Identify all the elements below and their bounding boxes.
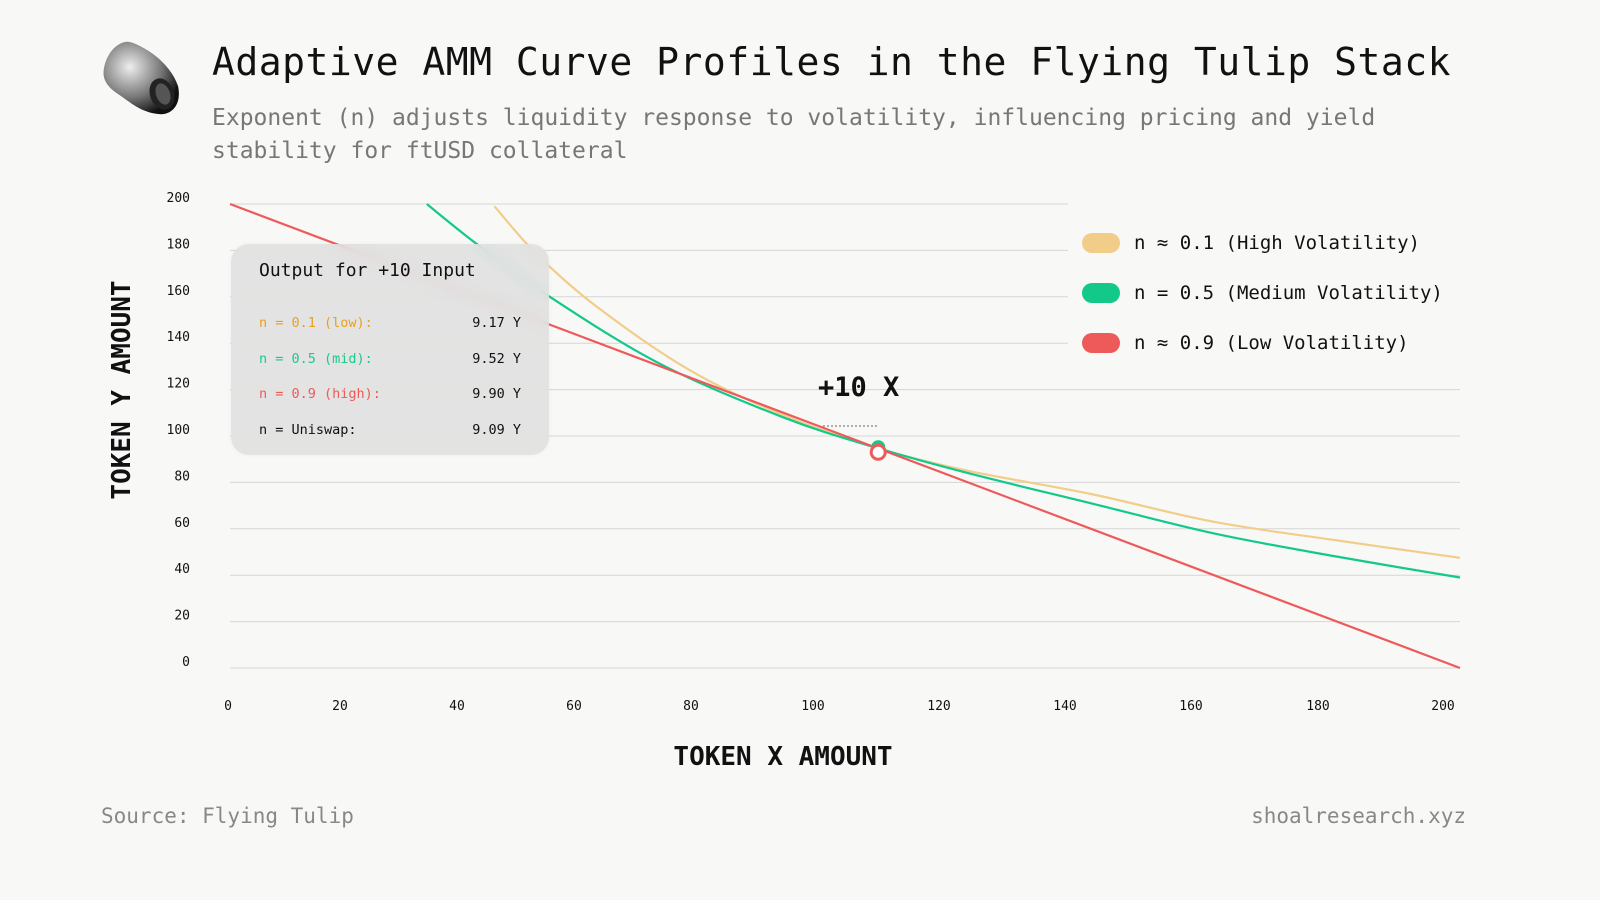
y-tick-label: 120 xyxy=(167,377,190,392)
y-tick-label: 100 xyxy=(167,423,190,438)
legend-label: n ≈ 0.9 (Low Volatility) xyxy=(1134,332,1409,354)
info-row-value: 9.17 Y xyxy=(472,315,521,331)
x-tick-label: 200 xyxy=(1431,699,1454,714)
shell-logo xyxy=(103,41,179,115)
y-tick-label: 80 xyxy=(174,469,190,484)
x-tick-label: 20 xyxy=(332,699,348,714)
legend-label: n = 0.5 (Medium Volatility) xyxy=(1134,282,1443,304)
x-tick-label: 100 xyxy=(801,699,824,714)
info-row-label: n = 0.9 (high): xyxy=(259,386,381,402)
legend-swatch xyxy=(1082,333,1120,353)
info-row: n = 0.9 (high): 9.90 Y xyxy=(259,386,521,402)
legend-item: n = 0.5 (Medium Volatility) xyxy=(1082,268,1443,318)
x-tick-label: 140 xyxy=(1053,699,1076,714)
y-tick-label: 20 xyxy=(174,609,190,624)
source-note: Source: Flying Tulip xyxy=(101,804,354,828)
series-line-1 xyxy=(426,203,1461,579)
y-axis-label: TOKEN Y AMOUNT xyxy=(107,280,137,500)
site-credit: shoalresearch.xyz xyxy=(1251,804,1466,828)
y-tick-label: 140 xyxy=(167,330,190,345)
x-tick-label: 160 xyxy=(1179,699,1202,714)
x-tick-label: 60 xyxy=(566,699,582,714)
info-row-value: 9.90 Y xyxy=(472,386,521,402)
legend-swatch xyxy=(1082,233,1120,253)
info-row-label: n = 0.1 (low): xyxy=(259,315,373,331)
info-box-title: Output for +10 Input xyxy=(259,260,476,281)
x-axis-label: TOKEN X AMOUNT xyxy=(673,742,893,772)
y-tick-label: 60 xyxy=(174,516,190,531)
legend-item: n ≈ 0.9 (Low Volatility) xyxy=(1082,318,1443,368)
info-row-value: 9.09 Y xyxy=(472,421,521,438)
y-tick-label: 200 xyxy=(167,191,190,206)
info-row-label: n = 0.5 (mid): xyxy=(259,350,373,367)
marker-point xyxy=(869,443,887,461)
page-subtitle: Exponent (n) adjusts liquidity response … xyxy=(212,105,1376,164)
legend: n ≈ 0.1 (High Volatility) n = 0.5 (Medium… xyxy=(1082,218,1443,368)
x-tick-label: 180 xyxy=(1306,699,1329,714)
info-row: n = 0.5 (mid): 9.52 Y xyxy=(259,351,521,367)
info-row: n = Uniswap: 9.09 Y xyxy=(259,422,521,438)
x-tick-label: 80 xyxy=(683,699,699,714)
info-row-label: n = Uniswap: xyxy=(259,421,357,438)
y-tick-label: 160 xyxy=(167,284,190,299)
legend-item: n ≈ 0.1 (High Volatility) xyxy=(1082,218,1443,268)
legend-label: n ≈ 0.1 (High Volatility) xyxy=(1134,232,1420,254)
output-info-box: Output for +10 Input n = 0.1 (low): 9.17 … xyxy=(231,244,549,455)
x-tick-label: 0 xyxy=(224,699,232,714)
page-title: Adaptive AMM Curve Profiles in the Flyin… xyxy=(212,40,1452,84)
x-tick-label: 120 xyxy=(927,699,950,714)
info-row-value: 9.52 Y xyxy=(472,350,521,367)
info-row: n = 0.1 (low): 9.17 Y xyxy=(259,315,521,331)
y-tick-label: 0 xyxy=(182,655,190,670)
y-tick-label: 40 xyxy=(174,562,190,577)
y-tick-label: 180 xyxy=(167,237,190,252)
legend-swatch xyxy=(1082,283,1120,303)
x-tick-label: 40 xyxy=(449,699,465,714)
annotation-label: +10 X xyxy=(818,372,900,403)
